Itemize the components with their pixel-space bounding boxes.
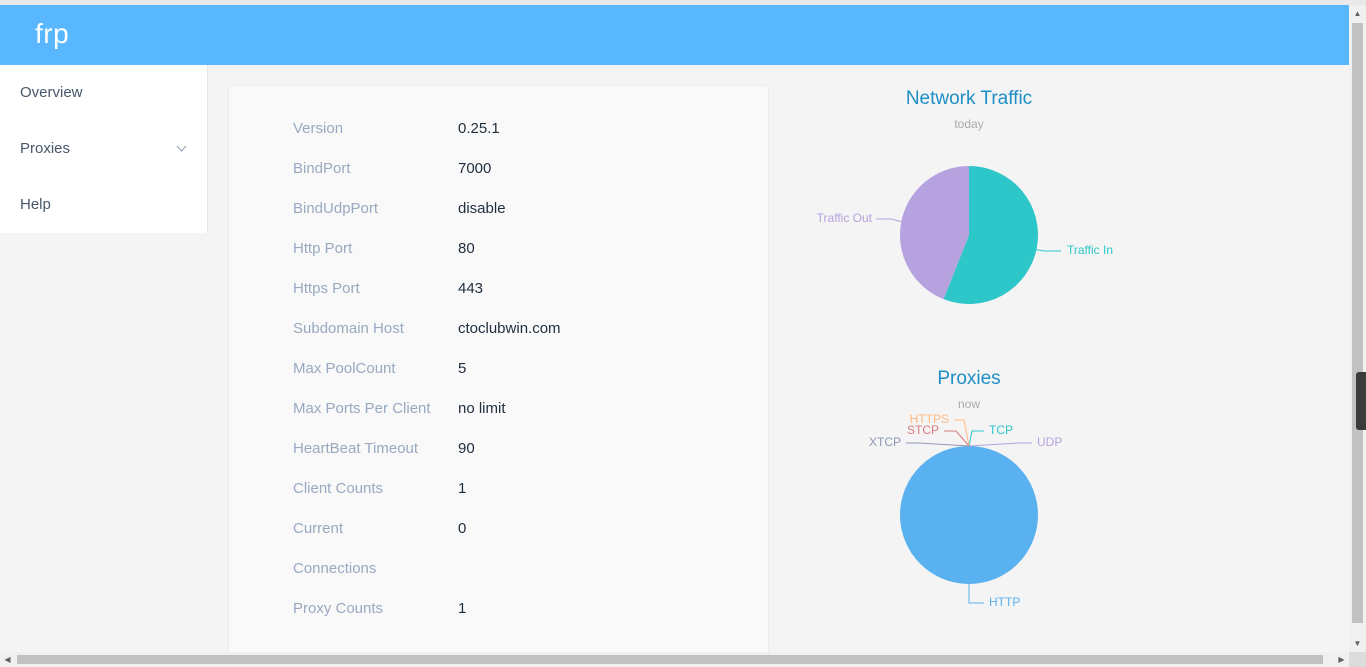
info-value: 90 <box>458 440 475 457</box>
sidebar-item-proxies[interactable]: Proxies <box>0 121 207 177</box>
info-value: ctoclubwin.com <box>458 320 561 337</box>
info-value: 0 <box>458 520 467 537</box>
traffic-chart-subtitle: today <box>954 117 984 131</box>
pie-leader-traffic-out <box>876 218 904 223</box>
info-value: no limit <box>458 400 506 417</box>
info-value: disable <box>458 200 506 217</box>
pie-label-traffic-out: Traffic Out <box>817 211 873 225</box>
info-key: Max PoolCount <box>293 360 396 377</box>
sidebar-item-help[interactable]: Help <box>0 177 207 233</box>
pie-leader-traffic-in <box>1031 248 1061 252</box>
horizontal-scrollbar[interactable]: ◀ ▶ <box>0 652 1349 667</box>
pie-leader-xtcp <box>906 442 970 447</box>
sidebar-item-label: Overview <box>20 84 83 101</box>
info-key: Version <box>293 120 344 137</box>
pie-slice-http[interactable] <box>900 446 1038 584</box>
traffic-chart-title: Network Traffic <box>905 88 1033 109</box>
info-key: BindPort <box>293 160 351 177</box>
info-value: 7000 <box>458 160 492 177</box>
info-key: Current <box>293 520 344 537</box>
info-value: 0.25.1 <box>458 120 500 137</box>
info-value: 1 <box>458 600 467 617</box>
scroll-up-icon[interactable]: ▲ <box>1353 9 1362 18</box>
info-key: BindUdpPort <box>293 200 379 217</box>
chevron-down-icon <box>176 121 187 202</box>
pie-label-xtcp: XTCP <box>869 435 901 449</box>
window-top-border <box>0 0 1366 5</box>
pie-label-http: HTTP <box>989 595 1020 609</box>
pie-leader-http <box>968 584 984 604</box>
sidebar-item-label: Proxies <box>20 140 71 157</box>
side-widget-handle[interactable] <box>1356 372 1366 430</box>
scroll-left-icon[interactable]: ◀ <box>4 655 11 664</box>
pie-leader-udp <box>968 442 1032 447</box>
pie-label-https: HTTPS <box>910 412 949 426</box>
info-key: Connections <box>293 560 377 577</box>
pie-leader-https <box>954 419 970 447</box>
proxies-chart-subtitle: now <box>957 397 980 411</box>
info-value: 5 <box>458 360 467 377</box>
proxies-chart-title: Proxies <box>937 368 1001 389</box>
scroll-down-icon[interactable]: ▼ <box>1353 639 1362 648</box>
info-value: 443 <box>458 280 484 297</box>
server-info-card: Version 0.25.1 BindPort 7000 BindUdpPort di… <box>228 85 769 665</box>
scroll-right-icon[interactable]: ▶ <box>1338 655 1345 664</box>
pie-leader-stcp <box>944 430 970 447</box>
app-header: frp <box>0 5 1349 65</box>
sidebar-item-label: Help <box>20 196 51 213</box>
info-key: Client Counts <box>293 480 384 497</box>
pie-label-tcp: TCP <box>989 423 1013 437</box>
scrollbar-corner <box>1349 652 1366 667</box>
sidebar-background <box>0 233 208 652</box>
info-key: HeartBeat Timeout <box>293 440 419 457</box>
info-key: Https Port <box>293 280 360 297</box>
info-key: Proxy Counts <box>293 600 384 617</box>
traffic-pie-chart: Traffic In Traffic Out <box>817 166 1113 304</box>
pie-slice-traffic-in[interactable] <box>943 166 1038 304</box>
sidebar-item-overview[interactable]: Overview <box>0 65 207 121</box>
info-key: Max Ports Per Client <box>293 400 431 417</box>
pie-slice-traffic-out[interactable] <box>900 166 969 300</box>
pie-leader-tcp <box>968 430 984 447</box>
vertical-scroll-thumb[interactable] <box>1352 23 1363 623</box>
info-key: Subdomain Host <box>293 320 404 337</box>
pie-label-traffic-in: Traffic In <box>1067 243 1113 257</box>
info-key: Http Port <box>293 240 353 257</box>
vertical-scrollbar[interactable]: ▲ ▼ <box>1349 5 1366 652</box>
horizontal-scroll-thumb[interactable] <box>17 655 1323 664</box>
sidebar-menu: Overview Proxies Help <box>0 65 208 233</box>
pie-label-udp: UDP <box>1037 435 1062 449</box>
pie-label-stcp: STCP <box>907 423 939 437</box>
info-value: 1 <box>458 480 467 497</box>
main-content: Version 0.25.1 BindPort 7000 BindUdpPort di… <box>208 65 1349 665</box>
info-value: 80 <box>458 240 475 257</box>
brand-logo[interactable]: frp <box>35 18 70 49</box>
